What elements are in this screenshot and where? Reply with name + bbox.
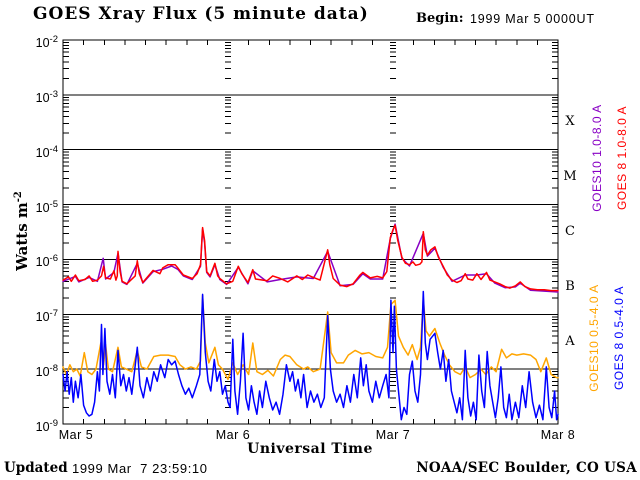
y-tick-label: 10-4	[35, 143, 58, 160]
legend-label-goes10-1-0-8-0-a: GOES10 1.0-8.0 A	[590, 104, 604, 212]
x-tick-label: Mar 5	[58, 428, 94, 442]
begin-value: 1999 Mar 5 0000UT	[470, 12, 595, 26]
y-tick-label: 10-9	[35, 418, 58, 435]
x-tick-label: Mar 7	[375, 428, 411, 442]
y-tick-label: 10-6	[35, 253, 58, 270]
page-title: GOES Xray Flux (5 minute data)	[33, 4, 369, 24]
legend-label-goes-8-1-0-8-0-a: GOES 8 1.0-8.0 A	[615, 105, 629, 211]
flare-class-letter-b: B	[565, 278, 575, 294]
begin-label: Begin:	[416, 11, 464, 26]
y-tick-label: 10-7	[35, 308, 58, 325]
y-tick-label: 10-5	[35, 198, 58, 215]
credit-text: NOAA/SEC Boulder, CO USA	[416, 460, 637, 476]
updated-label: Updated	[4, 460, 68, 476]
y-tick-label: 10-3	[35, 88, 58, 105]
decade-gridlines	[63, 94, 558, 370]
flare-class-letter-x: X	[565, 114, 575, 130]
series-line-goes10-1-0-8-0-a	[62, 223, 559, 293]
plot-border	[62, 39, 559, 425]
series-line-goes10-0-5-4-0-a	[62, 294, 559, 381]
x-axis-title: Universal Time	[247, 441, 373, 457]
flare-class-letter-a: A	[565, 333, 575, 349]
y-tick-label: 10-8	[35, 363, 58, 380]
series-line-goes-8-0-5-4-0-a	[62, 290, 559, 421]
x-tick-label: Mar 6	[215, 428, 251, 442]
legend-label-goes10-0-5-4-0-a: GOES10 0.5-4.0 A	[587, 284, 601, 392]
flare-class-letter-c: C	[565, 224, 575, 239]
x-tick-label: Mar 8	[540, 428, 576, 442]
flare-class-letter-m: M	[563, 169, 577, 185]
y-tick-label: 10-2	[35, 34, 58, 51]
legend-label-goes-8-0-5-4-0-a: GOES 8 0.5-4.0 A	[612, 285, 626, 391]
x-minor-ticks	[83, 40, 538, 424]
series-line-goes-8-1-0-8-0-a	[62, 224, 559, 292]
updated-value: 1999 Mar 7 23:59:10	[72, 461, 208, 476]
